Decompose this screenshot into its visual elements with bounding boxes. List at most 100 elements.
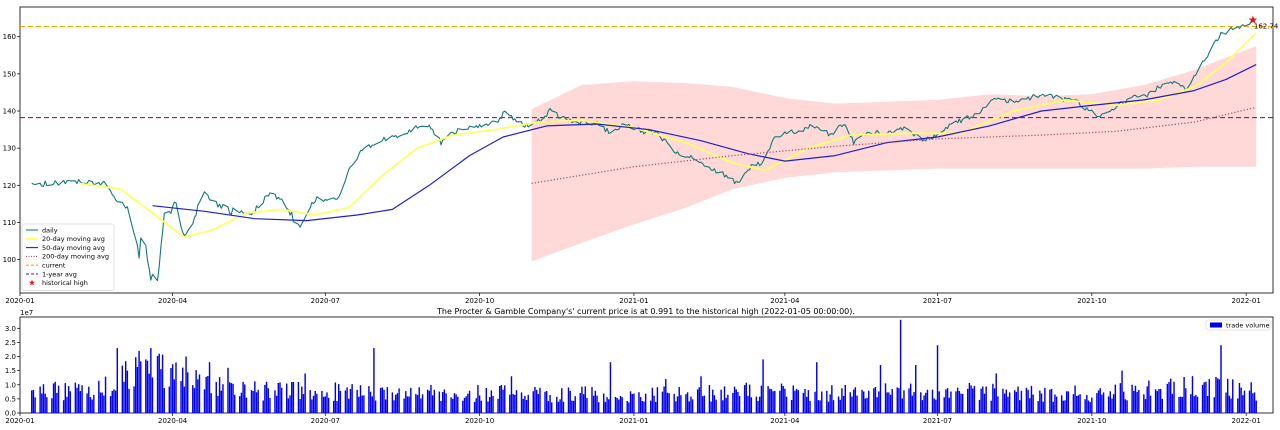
volume-bar	[978, 399, 981, 413]
volume-bar	[633, 393, 635, 413]
volume-bar	[386, 387, 389, 413]
volume-bar	[1064, 400, 1066, 413]
volume-bar	[735, 389, 737, 413]
price-series-group	[31, 20, 1257, 282]
volume-bar	[183, 386, 186, 413]
volume-bar	[909, 383, 912, 413]
volume-bar	[455, 394, 457, 413]
volume-chart-title: The Procter & Gamble Company's' current …	[436, 307, 855, 316]
volume-bar	[383, 389, 385, 413]
volume-bar	[69, 391, 72, 413]
volume-bar	[993, 388, 996, 413]
y-tick-label: 2.5	[5, 339, 16, 347]
volume-bar	[747, 395, 749, 413]
volume-bar	[1017, 386, 1019, 413]
volume-bar	[54, 381, 56, 413]
volume-bar	[487, 401, 489, 413]
volume-bar	[547, 400, 550, 413]
x-tick-label: 2021-01	[619, 297, 648, 305]
volume-bar	[1121, 370, 1123, 413]
volume-bar	[1169, 378, 1172, 413]
volume-bar	[314, 391, 316, 413]
volume-bar	[468, 390, 471, 413]
volume-bar	[551, 402, 553, 413]
volume-bar	[1040, 393, 1043, 413]
legend-label-current: current	[42, 262, 66, 270]
volume-bar	[171, 364, 174, 413]
volume-bar	[1086, 394, 1088, 413]
x-tick-label: 2021-10	[1077, 417, 1106, 425]
volume-bar	[79, 391, 82, 413]
legend-swatch-trade-volume	[1210, 322, 1222, 328]
volume-bar	[56, 393, 58, 413]
volume-bar	[478, 395, 481, 413]
volume-bar	[879, 365, 882, 413]
volume-bar	[878, 391, 880, 413]
volume-bar	[384, 399, 387, 413]
volume-bar	[391, 392, 394, 413]
volume-bar	[1015, 391, 1018, 413]
volume-bar	[644, 393, 647, 413]
x-tick-label: 2020-04	[158, 417, 188, 425]
volume-bar	[1074, 385, 1076, 413]
volume-bar	[490, 390, 493, 413]
volume-bar	[467, 393, 469, 413]
volume-bar	[829, 394, 831, 413]
volume-bar	[762, 359, 764, 413]
volume-bar	[889, 394, 892, 413]
volume-bar	[475, 398, 477, 413]
volume-bar	[1097, 390, 1100, 413]
volume-bar	[356, 389, 358, 413]
volume-bar	[1126, 400, 1128, 413]
y-tick-label: 130	[3, 145, 16, 153]
volume-bar	[628, 402, 630, 413]
volume-bar	[135, 357, 137, 413]
volume-bar	[369, 391, 372, 413]
volume-bar	[955, 391, 957, 413]
volume-bar	[1114, 384, 1117, 413]
volume-bar	[782, 386, 784, 413]
volume-bar	[985, 386, 987, 413]
volume-bar	[187, 372, 189, 413]
volume-bar	[1181, 396, 1184, 413]
volume-bar	[943, 397, 945, 413]
volume-bar	[321, 390, 323, 413]
volume-bar	[849, 392, 852, 413]
volume-bar	[160, 369, 162, 413]
volume-bar	[181, 367, 184, 413]
volume-bar	[346, 387, 348, 413]
volume-bar	[275, 395, 278, 413]
volume-bar	[866, 397, 868, 413]
volume-bar	[805, 396, 808, 413]
volume-bar	[795, 388, 798, 413]
volume-bar	[586, 398, 588, 413]
volume-bar	[1065, 391, 1068, 413]
volume-bar	[804, 389, 806, 413]
volume-bar	[52, 383, 55, 413]
volume-bar	[582, 394, 585, 413]
volume-bar	[504, 385, 506, 413]
volume-bar	[1228, 395, 1231, 413]
volume-bar	[868, 390, 870, 413]
volume-bar	[983, 393, 986, 413]
volume-bar	[373, 348, 375, 413]
volume-bar	[418, 387, 420, 413]
volume-bar	[291, 382, 293, 413]
volume-bar	[831, 385, 833, 413]
volume-bar	[512, 394, 514, 413]
x-tick-label: 2020-04	[158, 297, 188, 305]
volume-bar	[285, 383, 288, 413]
volume-bar	[639, 397, 642, 413]
volume-bar	[967, 388, 969, 413]
volume-bar	[1178, 396, 1180, 413]
volume-bar	[233, 394, 236, 413]
volume-bar	[405, 391, 407, 413]
volume-bar	[218, 377, 221, 413]
volume-bar	[269, 398, 271, 413]
volume-bar	[1049, 389, 1051, 413]
volume-bar	[950, 391, 952, 413]
volume-chart: 1e7 2020-01 2020-04 2020-07 2020-10 2021-01 2…	[5, 309, 1274, 425]
volume-x-axis: 2020-01 2020-04 2020-07 2020-10 2021-01 2021-…	[5, 413, 1261, 425]
volume-bar	[111, 391, 113, 413]
volume-bar	[1062, 400, 1065, 413]
